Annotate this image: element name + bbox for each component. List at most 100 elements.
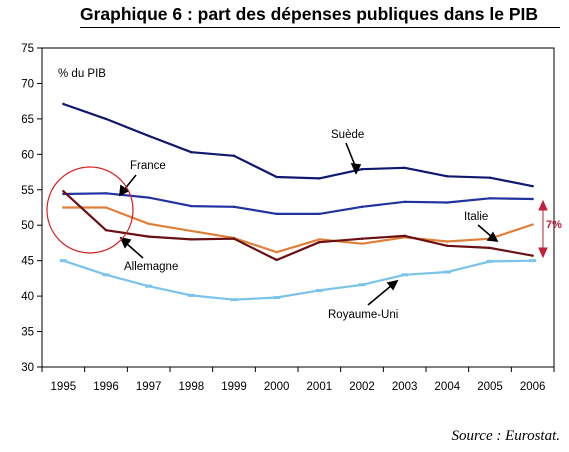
data-point-suede (104, 117, 108, 121)
label-suede: Suède (331, 129, 364, 141)
data-point-france (104, 192, 108, 195)
data-point-italie (531, 223, 534, 226)
data-point-royaume-uni (315, 288, 323, 292)
data-point-suede (403, 166, 406, 170)
data-point-suede (275, 175, 278, 179)
data-point-royaume-uni (443, 270, 451, 274)
y-tick-label: 40 (21, 291, 34, 303)
data-point-france (147, 196, 150, 199)
x-tick-label: 2005 (477, 381, 503, 393)
label-allemagne: Allemagne (124, 261, 178, 273)
data-point-france (275, 212, 278, 216)
x-tick-label: 2000 (264, 381, 290, 393)
arrow-suede-head (350, 163, 362, 175)
data-point-royaume-uni (59, 259, 67, 263)
series-line-italie (63, 206, 534, 254)
data-point-italie (190, 229, 193, 233)
arrow-royaume-uni (367, 284, 393, 306)
data-point-france (531, 197, 534, 201)
y-tick-label: 30 (21, 362, 34, 374)
data-point-italie (446, 240, 449, 243)
x-axis: 1995 1996 1997 1998 1999 2000 2001 2002 2003 2004… (41, 367, 555, 393)
data-point-allemagne (275, 258, 278, 262)
source-note: Source : Eurostat. (451, 428, 560, 444)
data-point-allemagne (403, 234, 406, 238)
y-tick-label: 60 (21, 149, 34, 161)
data-point-suede (446, 175, 449, 178)
data-point-suede (190, 151, 193, 154)
x-tick-label: 2003 (392, 381, 418, 393)
data-point-royaume-uni (273, 296, 281, 300)
data-point-france (360, 205, 364, 208)
plot-area (41, 47, 555, 368)
x-tick-label: 1998 (179, 381, 205, 393)
x-tick-label: 1997 (136, 381, 162, 393)
data-point-royaume-uni (187, 293, 195, 297)
data-point-france (318, 212, 321, 216)
x-tick-label: 2002 (349, 381, 375, 393)
data-point-france (446, 201, 449, 204)
y-tick-label: 55 (21, 185, 34, 197)
y-tick-label: 75 (21, 43, 34, 55)
data-point-suede (531, 185, 534, 188)
arrow-allemagne-head (119, 236, 132, 249)
data-point-allemagne (531, 254, 534, 257)
ylabel: % du PIB (58, 68, 106, 80)
data-point-allemagne (147, 235, 150, 238)
bracket-head-top (538, 199, 548, 211)
data-point-italie (147, 222, 150, 226)
y-tick-label: 45 (21, 256, 34, 268)
data-point-suede (318, 177, 321, 180)
title-underline (80, 27, 560, 28)
data-point-italie (275, 250, 278, 254)
chart-title: Graphique 6 : part des dépenses publique… (80, 4, 539, 24)
data-point-royaume-uni (230, 298, 238, 302)
series-line-france (63, 192, 533, 215)
arrow-italie-head (486, 231, 499, 242)
data-point-france (403, 200, 406, 204)
data-point-allemagne (488, 246, 492, 250)
data-point-allemagne (190, 238, 193, 241)
data-point-royaume-uni (358, 283, 366, 287)
highlight-circle (46, 166, 134, 254)
y-tick-label: 35 (21, 327, 34, 339)
y-tick-label: 65 (21, 114, 34, 126)
data-point-suede (147, 134, 150, 138)
x-tick-label: 2006 (520, 381, 546, 393)
y-tick-label: 50 (21, 220, 34, 232)
data-point-france (62, 192, 65, 196)
y-tick-label: 70 (21, 78, 34, 90)
y-axis: 30 35 40 45 50 55 60 65 70 75 (21, 43, 42, 374)
arrow-france-head (119, 184, 130, 197)
data-point-suede (488, 176, 492, 179)
data-point-royaume-uni (529, 259, 537, 263)
label-arrows (119, 142, 499, 306)
data-point-royaume-uni (145, 284, 153, 288)
data-point-italie (360, 242, 364, 245)
data-point-france (488, 197, 492, 200)
data-point-italie (318, 238, 321, 241)
x-tick-label: 2004 (435, 381, 461, 393)
label-royaume-uni: Royaume-Uni (328, 309, 398, 321)
x-tick-label: 1999 (221, 381, 247, 393)
series-line-allemagne (62, 190, 533, 262)
data-point-france (190, 204, 193, 208)
arrow-france (123, 174, 137, 191)
bracket-head-bottom (538, 247, 548, 259)
data-point-italie (62, 206, 65, 209)
data-point-suede (360, 168, 364, 171)
data-point-suede (232, 154, 236, 157)
data-point-allemagne (318, 241, 321, 244)
data-point-royaume-uni (102, 273, 110, 277)
x-tick-label: 1996 (93, 381, 119, 393)
label-france: France (130, 160, 166, 172)
series-line-royaume-uni (62, 259, 533, 301)
arrow-allemagne (125, 242, 144, 259)
data-point-allemagne (232, 237, 236, 240)
series-layer (59, 102, 537, 302)
x-tick-label: 2001 (307, 381, 333, 393)
series-line-suede (62, 102, 533, 188)
arrow-italie (477, 224, 493, 238)
data-point-allemagne (62, 189, 65, 193)
data-point-allemagne (104, 228, 108, 232)
